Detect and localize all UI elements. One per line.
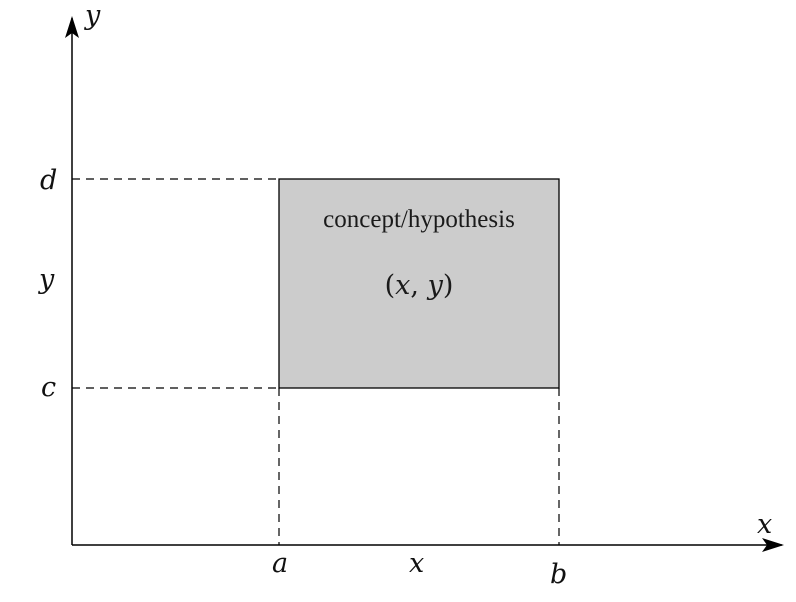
coord-x: x (395, 270, 410, 301)
coord-y: y (427, 270, 444, 301)
x-axis-label: x (757, 509, 772, 540)
y-range-label: y (38, 264, 55, 295)
box-title: concept/hypothesis (323, 206, 515, 233)
c-label: c (41, 372, 56, 403)
coord-open-paren: ( (385, 270, 396, 301)
coord-close-paren: ) (443, 270, 454, 301)
y-axis-label: y (84, 0, 101, 31)
box-coordinates: (x, y) (385, 270, 454, 301)
d-label: d (40, 165, 57, 196)
b-label: b (550, 559, 567, 590)
x-range-label: x (409, 548, 424, 579)
a-label: a (272, 548, 288, 579)
hypothesis-box (278, 178, 560, 389)
coord-comma: , (410, 270, 427, 301)
